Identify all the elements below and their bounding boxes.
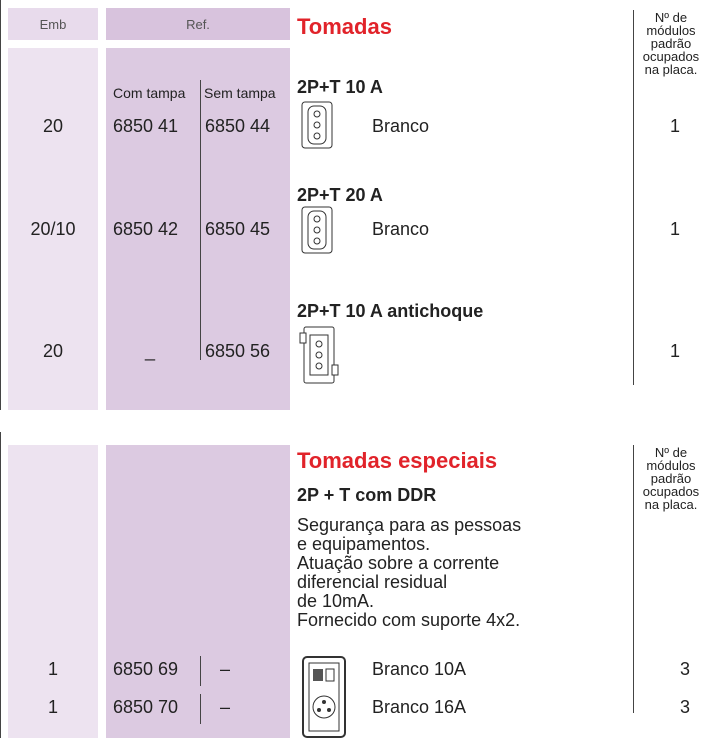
emb: 20: [42, 341, 64, 361]
modules-header: Nº de módulos padrão ocupados na placa.: [635, 11, 707, 76]
column-header: Ref.: [186, 17, 210, 32]
product-name: 2P+T 10 A: [297, 77, 383, 97]
ref: _: [145, 341, 156, 361]
ddr-icon: [302, 656, 346, 738]
text: módulos: [646, 23, 696, 38]
ref: –: [220, 697, 231, 717]
ref: 6850 44: [205, 116, 271, 136]
text: de 10mA.: [297, 591, 375, 611]
modules: 1: [670, 219, 681, 239]
description: Segurança para as pessoas e equipamentos…: [297, 516, 521, 630]
text: padrão: [650, 471, 692, 486]
text: na placa.: [644, 62, 698, 77]
emb-column: [8, 48, 98, 410]
ref-header-bg: [106, 8, 290, 40]
ref-column: [106, 445, 290, 738]
column-header: Emb: [39, 17, 67, 32]
divider: [633, 445, 634, 713]
product-name: 2P + T com DDR: [297, 485, 437, 505]
modules: 3: [680, 659, 691, 679]
product-name: 2P+T 10 A antichoque: [297, 301, 484, 321]
section-title: Tomadas: [297, 14, 392, 39]
text: Fornecido com suporte 4x2.: [297, 610, 521, 630]
text: diferencial residual: [297, 572, 448, 592]
emb: 1: [47, 659, 58, 679]
modules-header: Nº de módulos padrão ocupados na placa.: [635, 446, 707, 511]
divider: [200, 694, 201, 724]
emb-header-bg: [8, 8, 98, 40]
subheader: Sem tampa: [204, 85, 276, 101]
divider: [200, 80, 201, 360]
text: padrão: [650, 36, 692, 51]
modules: 1: [670, 116, 681, 136]
text: e equipamentos.: [297, 534, 431, 554]
emb-column: [8, 445, 98, 738]
ref: 6850 41: [113, 116, 179, 136]
emb: 20/10: [30, 219, 76, 239]
text: ocupados: [642, 49, 700, 64]
ref: 6850 69: [113, 659, 179, 679]
modules: 1: [670, 341, 681, 361]
ref: –: [220, 659, 231, 679]
socket-icon: [301, 101, 333, 149]
text: Nº de: [654, 10, 688, 25]
text: módulos: [646, 458, 696, 473]
color: Branco 16A: [372, 697, 467, 717]
product-name: 2P+T 20 A: [297, 185, 383, 205]
modules: 3: [680, 697, 691, 717]
socket-icon: [301, 206, 333, 254]
divider: [200, 656, 201, 686]
subheader: Com tampa: [113, 85, 186, 101]
ref: 6850 42: [113, 219, 179, 239]
ref: 6850 56: [205, 341, 271, 361]
ref: 6850 70: [113, 697, 179, 717]
ref-column: [106, 48, 290, 410]
divider: [633, 10, 634, 385]
socket-icon: [299, 326, 339, 384]
text: ocupados: [642, 484, 700, 499]
color: Branco: [372, 116, 430, 136]
emb: 1: [47, 697, 58, 717]
color: Branco: [372, 219, 430, 239]
text: na placa.: [644, 497, 698, 512]
color: Branco 10A: [372, 659, 467, 679]
text: Atuação sobre a corrente: [297, 553, 500, 573]
emb: 20: [42, 116, 64, 136]
text: Nº de: [654, 445, 688, 460]
border: [0, 0, 1, 410]
section-title: Tomadas especiais: [297, 448, 498, 473]
border: [0, 432, 1, 738]
ref: 6850 45: [205, 219, 271, 239]
text: Segurança para as pessoas: [297, 515, 522, 535]
